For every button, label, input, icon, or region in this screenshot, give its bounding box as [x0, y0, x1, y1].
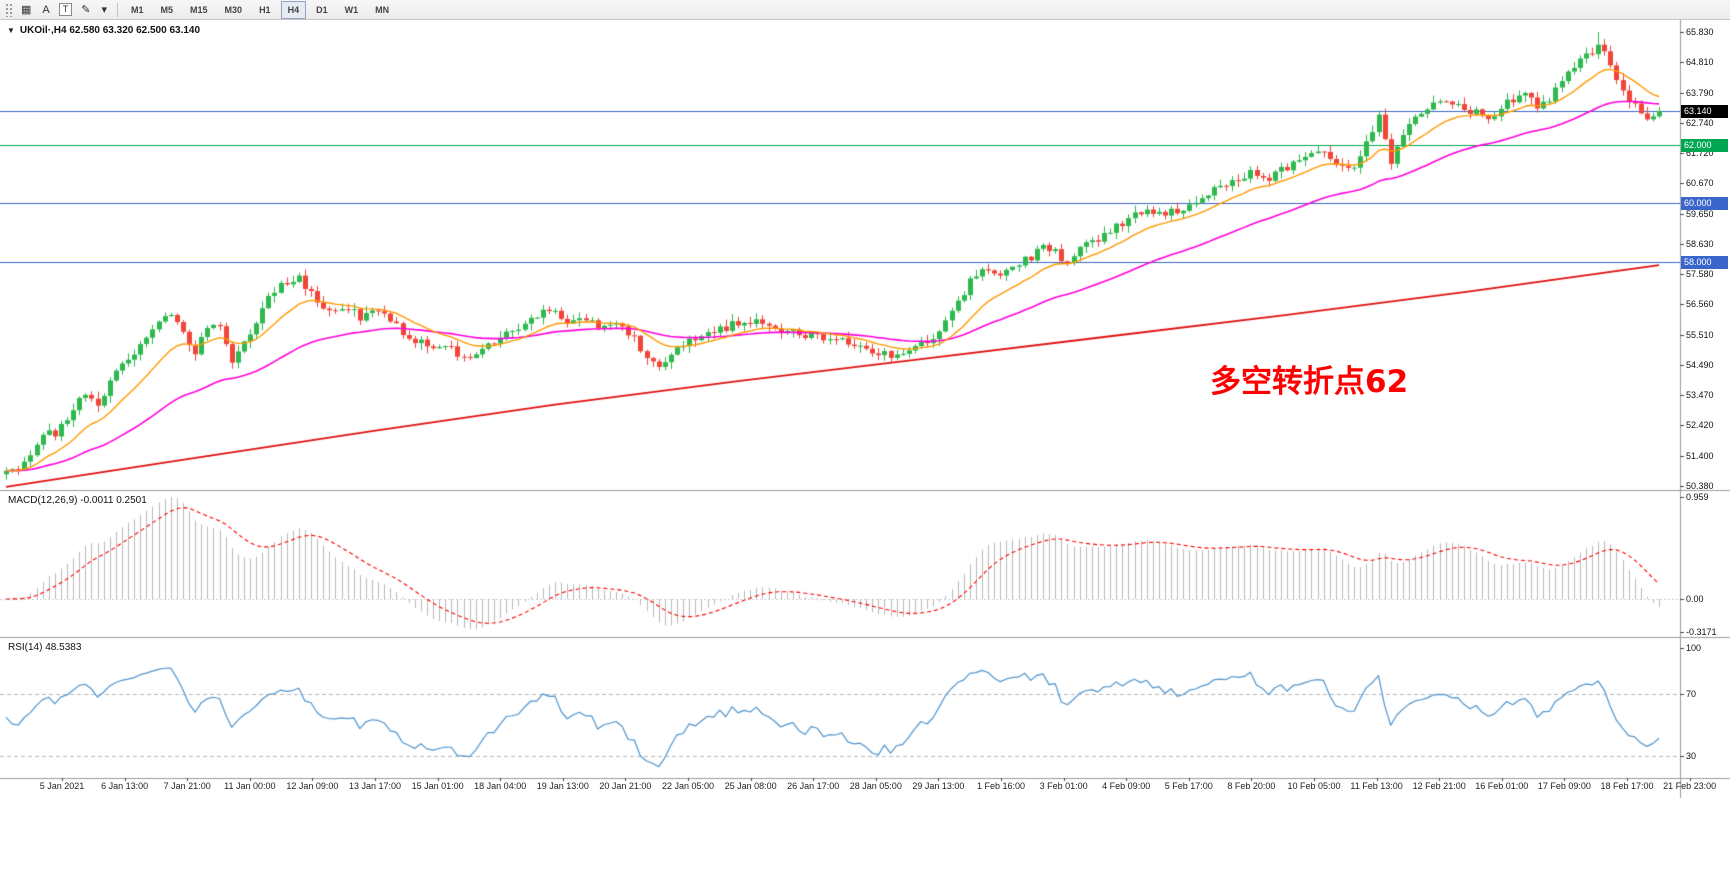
- price-tick-label: 62.740: [1686, 117, 1714, 128]
- macd-tick-label: 0.00: [1686, 594, 1704, 604]
- timeframe-button-d1[interactable]: D1: [316, 4, 328, 15]
- main-toolbar: ▦ A T ✎ ▾ M1 M5 M15 M30 H1 H4 D1 W1 MN: [0, 0, 1730, 20]
- date-label: 22 Jan 05:00: [661, 781, 715, 791]
- symbol-info-row: ▼ UKOil·,H4 62.580 63.320 62.500 63.140: [7, 25, 200, 36]
- timeframe-button-h4[interactable]: H4: [280, 0, 307, 19]
- toolbar-separator: [117, 2, 118, 17]
- price-tick-label: 57.580: [1686, 269, 1714, 280]
- date-label: 5 Feb 17:00: [1164, 781, 1213, 791]
- date-label: 6 Jan 13:00: [101, 781, 149, 791]
- price-tick-label: 55.510: [1686, 329, 1714, 340]
- timeframe-button-w1[interactable]: W1: [344, 4, 359, 15]
- tile-windows-icon[interactable]: ▦: [21, 3, 32, 16]
- macd-tick-label: 0.959: [1686, 492, 1709, 502]
- date-label: 12 Jan 09:00: [286, 781, 339, 791]
- price-level-label: 60.000: [1681, 197, 1728, 210]
- price-tick-label: 54.490: [1686, 359, 1714, 370]
- price-tick-label: 51.400: [1686, 450, 1714, 461]
- macd-tick-label: -0.3171: [1686, 627, 1717, 637]
- rsi-indicator-label: RSI(14) 48.5383: [8, 642, 82, 653]
- timeframe-button-m1[interactable]: M1: [131, 4, 144, 15]
- timeframe-button-mn[interactable]: MN: [375, 4, 390, 15]
- date-label: 20 Jan 21:00: [599, 781, 652, 791]
- rsi-tick-label: 100: [1686, 643, 1702, 653]
- date-label: 19 Jan 13:00: [536, 781, 589, 791]
- timeframes-group: M1 M5 M15 M30 H1 H4 D1 W1 MN: [124, 0, 396, 19]
- date-label: 12 Feb 21:00: [1412, 781, 1466, 791]
- date-label: 1 Feb 16:00: [976, 781, 1026, 791]
- date-label: 11 Feb 13:00: [1350, 781, 1403, 791]
- price-tick-label: 52.420: [1686, 420, 1714, 431]
- text-tool-icon[interactable]: T: [58, 3, 73, 16]
- timeframe-button-m30[interactable]: M30: [224, 4, 243, 15]
- date-label: 7 Jan 21:00: [163, 781, 211, 791]
- price-tick-label: 53.470: [1686, 390, 1714, 401]
- drawing-tools-group: ▦ A T ✎ ▾: [17, 2, 111, 18]
- rsi-tick-label: 30: [1686, 751, 1697, 761]
- timeframe-button-h1[interactable]: H1: [259, 4, 271, 15]
- price-level-label: 58.000: [1681, 256, 1728, 269]
- date-label: 25 Jan 08:00: [724, 781, 777, 791]
- price-tick-label: 58.630: [1686, 238, 1714, 249]
- date-label: 10 Feb 05:00: [1287, 781, 1341, 791]
- price-tick-label: 63.790: [1686, 87, 1714, 98]
- price-tick-label: 50.380: [1686, 481, 1714, 491]
- price-tick-label: 59.650: [1686, 208, 1714, 219]
- price-level-label: 63.140: [1681, 105, 1728, 118]
- date-label: 15 Jan 01:00: [411, 781, 464, 791]
- symbol-ohlc-label: UKOil·,H4 62.580 63.320 62.500 63.140: [19, 25, 201, 36]
- cursor-a-tool-icon[interactable]: A: [42, 3, 50, 16]
- toolbar-grip[interactable]: [5, 2, 13, 17]
- date-label: 4 Feb 09:00: [1102, 781, 1151, 791]
- date-label: 13 Jan 17:00: [348, 781, 402, 791]
- draw-tool-caret-icon[interactable]: ▾: [101, 3, 107, 16]
- price-tick-label: 56.560: [1686, 299, 1714, 310]
- date-label: 5 Jan 2021: [39, 781, 85, 791]
- timeframe-button-m5[interactable]: M5: [160, 4, 174, 15]
- expand-triangle-icon[interactable]: ▼: [7, 26, 15, 35]
- date-label: 16 Feb 01:00: [1475, 781, 1529, 791]
- macd-indicator-label: MACD(12,26,9) -0.0011 0.2501: [8, 495, 147, 506]
- pencil-draw-tool-icon[interactable]: ✎: [81, 3, 91, 16]
- date-label: 28 Jan 05:00: [849, 781, 902, 791]
- timeframe-button-m15[interactable]: M15: [190, 4, 208, 15]
- chart-text-annotation[interactable]: 多空转折点62: [1210, 364, 1409, 400]
- price-tick-label: 60.670: [1686, 178, 1714, 189]
- date-label: 11 Jan 00:00: [224, 781, 276, 791]
- date-label: 26 Jan 17:00: [787, 781, 840, 791]
- date-label: 29 Jan 13:00: [912, 781, 965, 791]
- date-label: 18 Feb 17:00: [1600, 781, 1654, 791]
- price-tick-label: 61.720: [1686, 148, 1714, 159]
- date-label: 18 Jan 04:00: [474, 781, 527, 791]
- price-level-label: 62.000: [1681, 139, 1728, 152]
- date-label: 8 Feb 20:00: [1227, 781, 1276, 791]
- date-label: 3 Feb 01:00: [1039, 781, 1088, 791]
- date-label: 21 Feb 23:00: [1663, 781, 1717, 791]
- rsi-tick-label: 70: [1686, 689, 1697, 699]
- price-tick-label: 65.830: [1686, 27, 1714, 37]
- price-tick-label: 64.810: [1686, 57, 1714, 68]
- date-label: 17 Feb 09:00: [1537, 781, 1591, 791]
